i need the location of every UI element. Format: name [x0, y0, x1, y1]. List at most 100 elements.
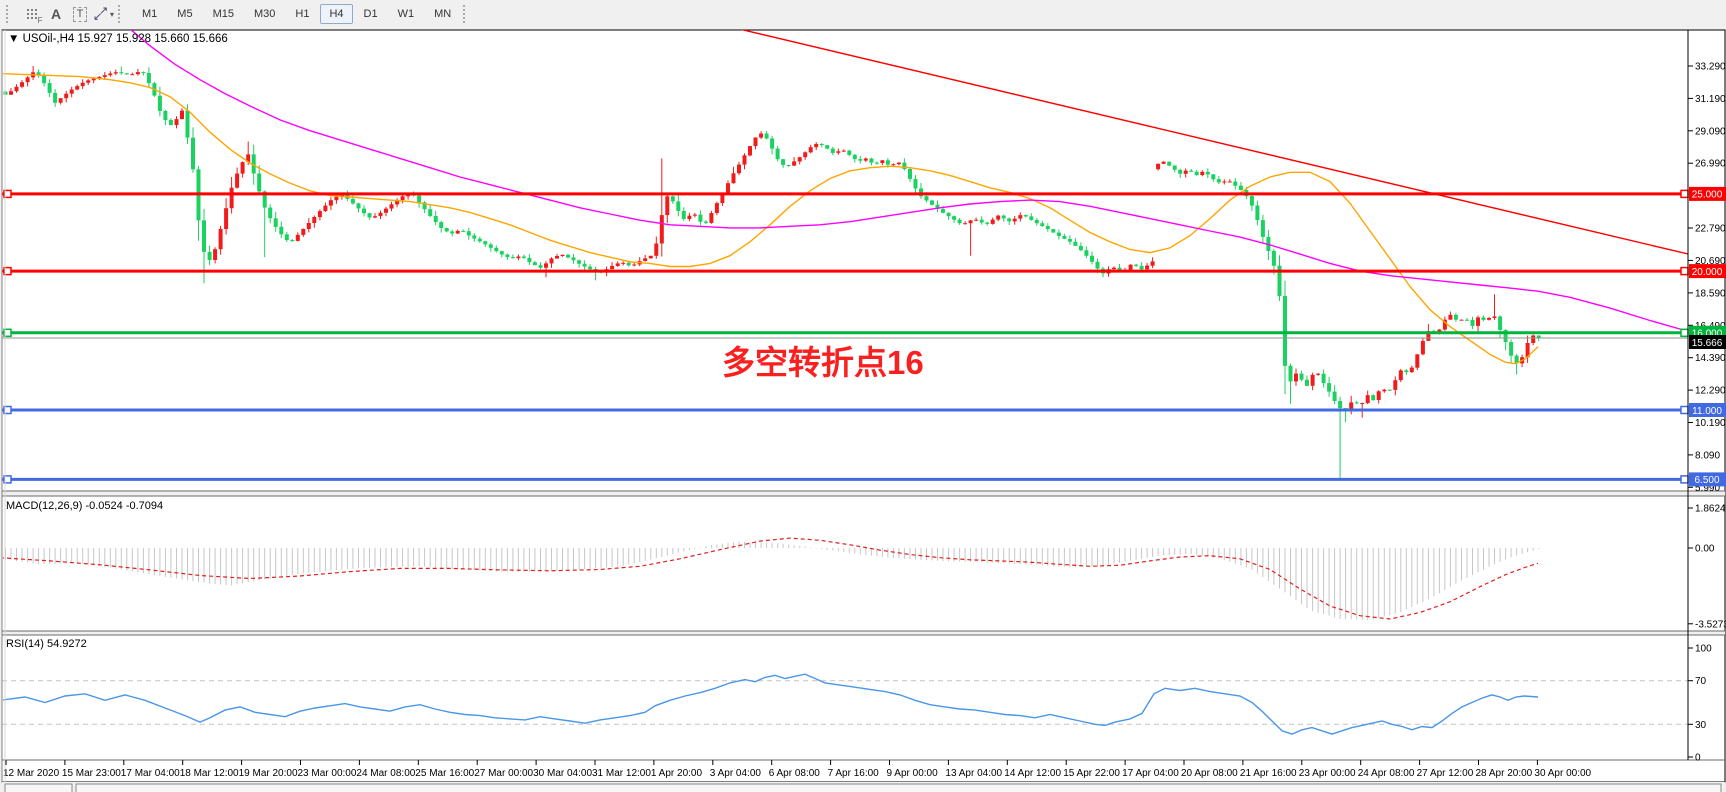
candle-down — [1255, 205, 1260, 221]
candle-up — [1161, 161, 1166, 164]
candle-down — [1139, 265, 1144, 270]
candle-up — [808, 147, 813, 153]
svg-text:15.666: 15.666 — [1692, 338, 1723, 349]
time-axis-label: 28 Apr 20:00 — [1476, 768, 1533, 779]
candle-down — [1034, 220, 1039, 224]
candle-down — [1001, 215, 1006, 219]
snap-grid-icon[interactable]: F — [20, 3, 44, 25]
price-axis-tick: 26.990 — [1695, 159, 1726, 170]
candle-down — [472, 235, 477, 239]
timeframe-button-M1[interactable]: M1 — [142, 8, 158, 20]
candle-down — [488, 244, 493, 248]
timeframe-button-M5[interactable]: M5 — [177, 8, 193, 20]
chart-tab[interactable] — [4, 783, 73, 792]
candle-down — [626, 262, 631, 266]
price-axis-tick: 33.290 — [1695, 62, 1726, 73]
line-handle[interactable] — [3, 405, 12, 415]
timeframe-button-M15[interactable]: M15 — [212, 8, 234, 20]
timeframe-button-M30[interactable]: M30 — [253, 8, 276, 20]
candle-down — [764, 133, 769, 139]
candle-up — [97, 76, 102, 79]
timeframe-button-H1[interactable]: H1 — [295, 8, 310, 20]
candle-down — [985, 222, 990, 224]
candle-up — [549, 258, 554, 264]
line-handle[interactable] — [3, 475, 12, 484]
text-label-icon[interactable]: A — [44, 3, 68, 25]
candle-up — [1150, 261, 1155, 266]
timeframe-button-MN[interactable]: MN — [434, 8, 452, 20]
svg-text:25.000: 25.000 — [1692, 190, 1723, 201]
panel-splitter[interactable] — [2, 631, 1725, 635]
candle-down — [703, 221, 708, 223]
line-handle[interactable] — [1680, 328, 1689, 338]
candle-down — [1134, 264, 1139, 266]
candle-down — [1470, 320, 1475, 326]
candle-up — [224, 208, 229, 229]
chart-tab-strip[interactable] — [75, 783, 1722, 792]
candle-up — [1525, 343, 1530, 358]
line-handle[interactable] — [1680, 189, 1689, 199]
candle-up — [709, 213, 714, 223]
price-axis-tick: 8.090 — [1695, 450, 1720, 461]
candle-down — [874, 162, 879, 164]
candle-up — [1442, 319, 1447, 330]
ma-slow-line — [130, 30, 1688, 332]
text-label-icon: A — [50, 6, 62, 22]
candle-down — [450, 231, 455, 234]
candle-up — [731, 173, 736, 184]
time-axis-label: 30 Apr 00:00 — [1534, 768, 1591, 779]
candle-up — [80, 82, 85, 87]
line-handle[interactable] — [1680, 475, 1689, 484]
candle-down — [1233, 181, 1238, 186]
line-handle[interactable] — [1680, 266, 1689, 276]
time-axis-label: 23 Apr 00:00 — [1299, 768, 1356, 779]
price-axis-tick: 18.590 — [1695, 288, 1726, 299]
candle-down — [941, 209, 945, 213]
candle-down — [1327, 383, 1332, 392]
candle-down — [1271, 251, 1276, 266]
candle-down — [1040, 223, 1045, 226]
candle-down — [1371, 395, 1376, 401]
dropdown-caret-icon[interactable]: ▾ — [109, 9, 114, 19]
candle-up — [328, 200, 333, 206]
time-axis-label: 15 Apr 22:00 — [1063, 768, 1120, 779]
candle-down — [36, 72, 41, 76]
candle-up — [312, 217, 317, 223]
axis-price-badge — [1689, 186, 1726, 201]
candle-down — [505, 254, 510, 258]
candle-down — [858, 159, 863, 161]
candle-down — [1029, 216, 1034, 220]
candle-up — [1476, 317, 1480, 326]
candle-down — [47, 83, 52, 93]
chart-title[interactable]: ▼ USOil-,H4 15.927 15.928 15.660 15.666 — [8, 33, 228, 45]
candle-down — [350, 198, 355, 204]
candle-up — [455, 230, 460, 234]
drawing-arrows-icon[interactable]: ↗ ↙ ▾ — [92, 3, 116, 25]
candle-down — [444, 228, 449, 232]
candle-down — [146, 73, 151, 84]
candle-up — [555, 256, 559, 259]
timeframe-button-W1[interactable]: W1 — [397, 8, 415, 20]
time-axis-label: 19 Mar 20:00 — [239, 768, 298, 779]
line-handle[interactable] — [3, 328, 12, 338]
panel-splitter[interactable] — [2, 491, 1725, 496]
line-handle[interactable] — [3, 266, 12, 276]
candle-down — [1481, 317, 1486, 320]
timeframe-button-H4[interactable]: H4 — [320, 4, 353, 24]
candle-down — [1095, 261, 1100, 269]
descending-trendline[interactable] — [735, 28, 1688, 255]
line-handle[interactable] — [3, 189, 12, 199]
time-axis-label: 15 Mar 23:00 — [62, 768, 121, 779]
candle-down — [279, 226, 284, 235]
candle-up — [963, 223, 968, 225]
candle-up — [229, 187, 234, 209]
line-handle[interactable] — [1680, 405, 1689, 415]
svg-text:6.500: 6.500 — [1694, 475, 1719, 486]
chart-annotation[interactable]: 多空转折点16 — [722, 344, 924, 381]
text-box-icon[interactable]: T — [68, 3, 92, 25]
toolbar-grip — [118, 5, 127, 23]
candle-down — [157, 95, 162, 111]
candle-up — [113, 72, 118, 74]
timeframe-button-D1[interactable]: D1 — [363, 8, 378, 20]
